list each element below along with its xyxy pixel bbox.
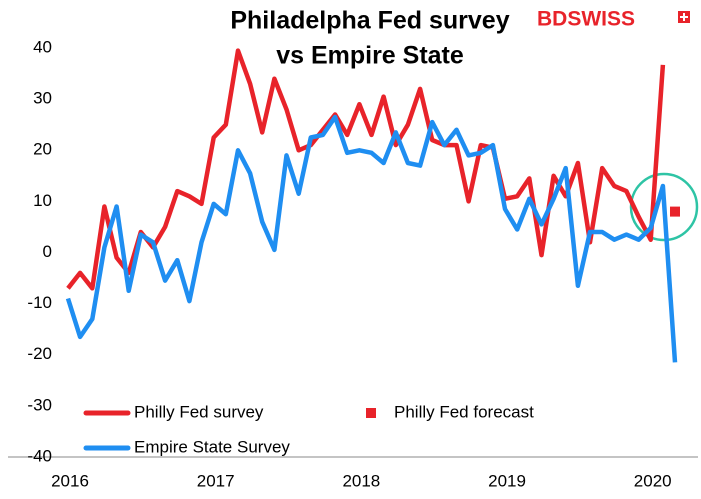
x-tick-label: 2018 (342, 471, 380, 490)
logo-icon (680, 13, 688, 21)
y-tick-label: -10 (27, 293, 52, 312)
y-tick-label: -40 (27, 446, 52, 465)
x-tick-label: 2019 (488, 471, 526, 490)
legend-swatch (366, 408, 376, 418)
y-tick-label: -20 (27, 344, 52, 363)
y-tick-label: 0 (43, 242, 52, 261)
y-tick-label: 40 (33, 37, 52, 56)
legend-label: Philly Fed forecast (394, 402, 534, 421)
series-line (66, 48, 666, 291)
series-line (65, 114, 678, 363)
logo: BDSWISS (537, 8, 635, 31)
x-tick-label: 2017 (197, 471, 235, 490)
legend-label: Philly Fed survey (134, 402, 264, 421)
chart-title: Philadelpha Fed survey (230, 7, 509, 35)
annotation-circle (629, 172, 699, 242)
y-tick-label: 10 (33, 191, 52, 210)
chart-title: vs Empire State (276, 42, 464, 70)
x-tick-label: 2020 (634, 471, 672, 490)
forecast-marker (670, 206, 680, 217)
y-tick-label: 20 (33, 140, 52, 159)
legend-label: Empire State Survey (134, 437, 290, 456)
x-tick-label: 2016 (51, 471, 89, 490)
y-tick-label: 30 (33, 89, 52, 108)
y-tick-label: -30 (27, 395, 52, 414)
